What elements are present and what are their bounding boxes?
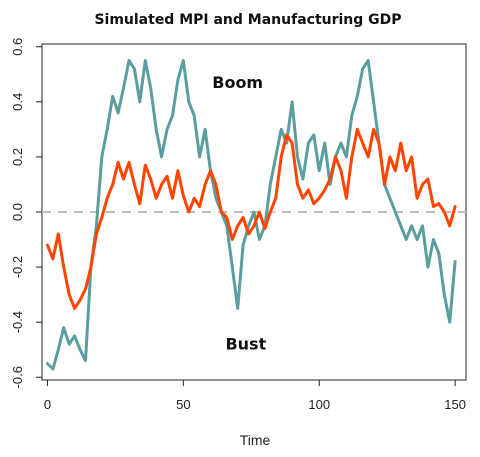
y-tick-label: 0.4 — [10, 93, 25, 111]
annotation-bust: Bust — [225, 335, 266, 354]
y-tick-label: -0.2 — [10, 256, 25, 278]
series-line-2 — [45, 127, 457, 310]
series-line-1 — [45, 59, 457, 371]
chart-title: Simulated MPI and Manufacturing GDP — [94, 12, 401, 28]
series-layer — [45, 59, 457, 371]
annotation-boom: Boom — [212, 73, 263, 92]
x-tick-label: 100 — [308, 397, 330, 412]
x-axis: 0 50 100 150 — [44, 380, 466, 412]
x-tick-label: 150 — [444, 397, 466, 412]
y-axis: -0.6 -0.4 -0.2 0.0 0.2 0.4 0.6 — [10, 38, 42, 388]
x-tick-label: 0 — [44, 397, 51, 412]
y-tick-label: 0.6 — [10, 38, 25, 56]
y-tick-label: 0.0 — [10, 203, 25, 221]
annotation-layer: Boom Bust — [212, 73, 266, 354]
y-tick-label: 0.2 — [10, 148, 25, 166]
y-tick-label: -0.6 — [10, 366, 25, 388]
x-tick-label: 50 — [176, 397, 190, 412]
x-axis-label: Time — [240, 432, 271, 448]
y-tick-label: -0.4 — [10, 311, 25, 333]
